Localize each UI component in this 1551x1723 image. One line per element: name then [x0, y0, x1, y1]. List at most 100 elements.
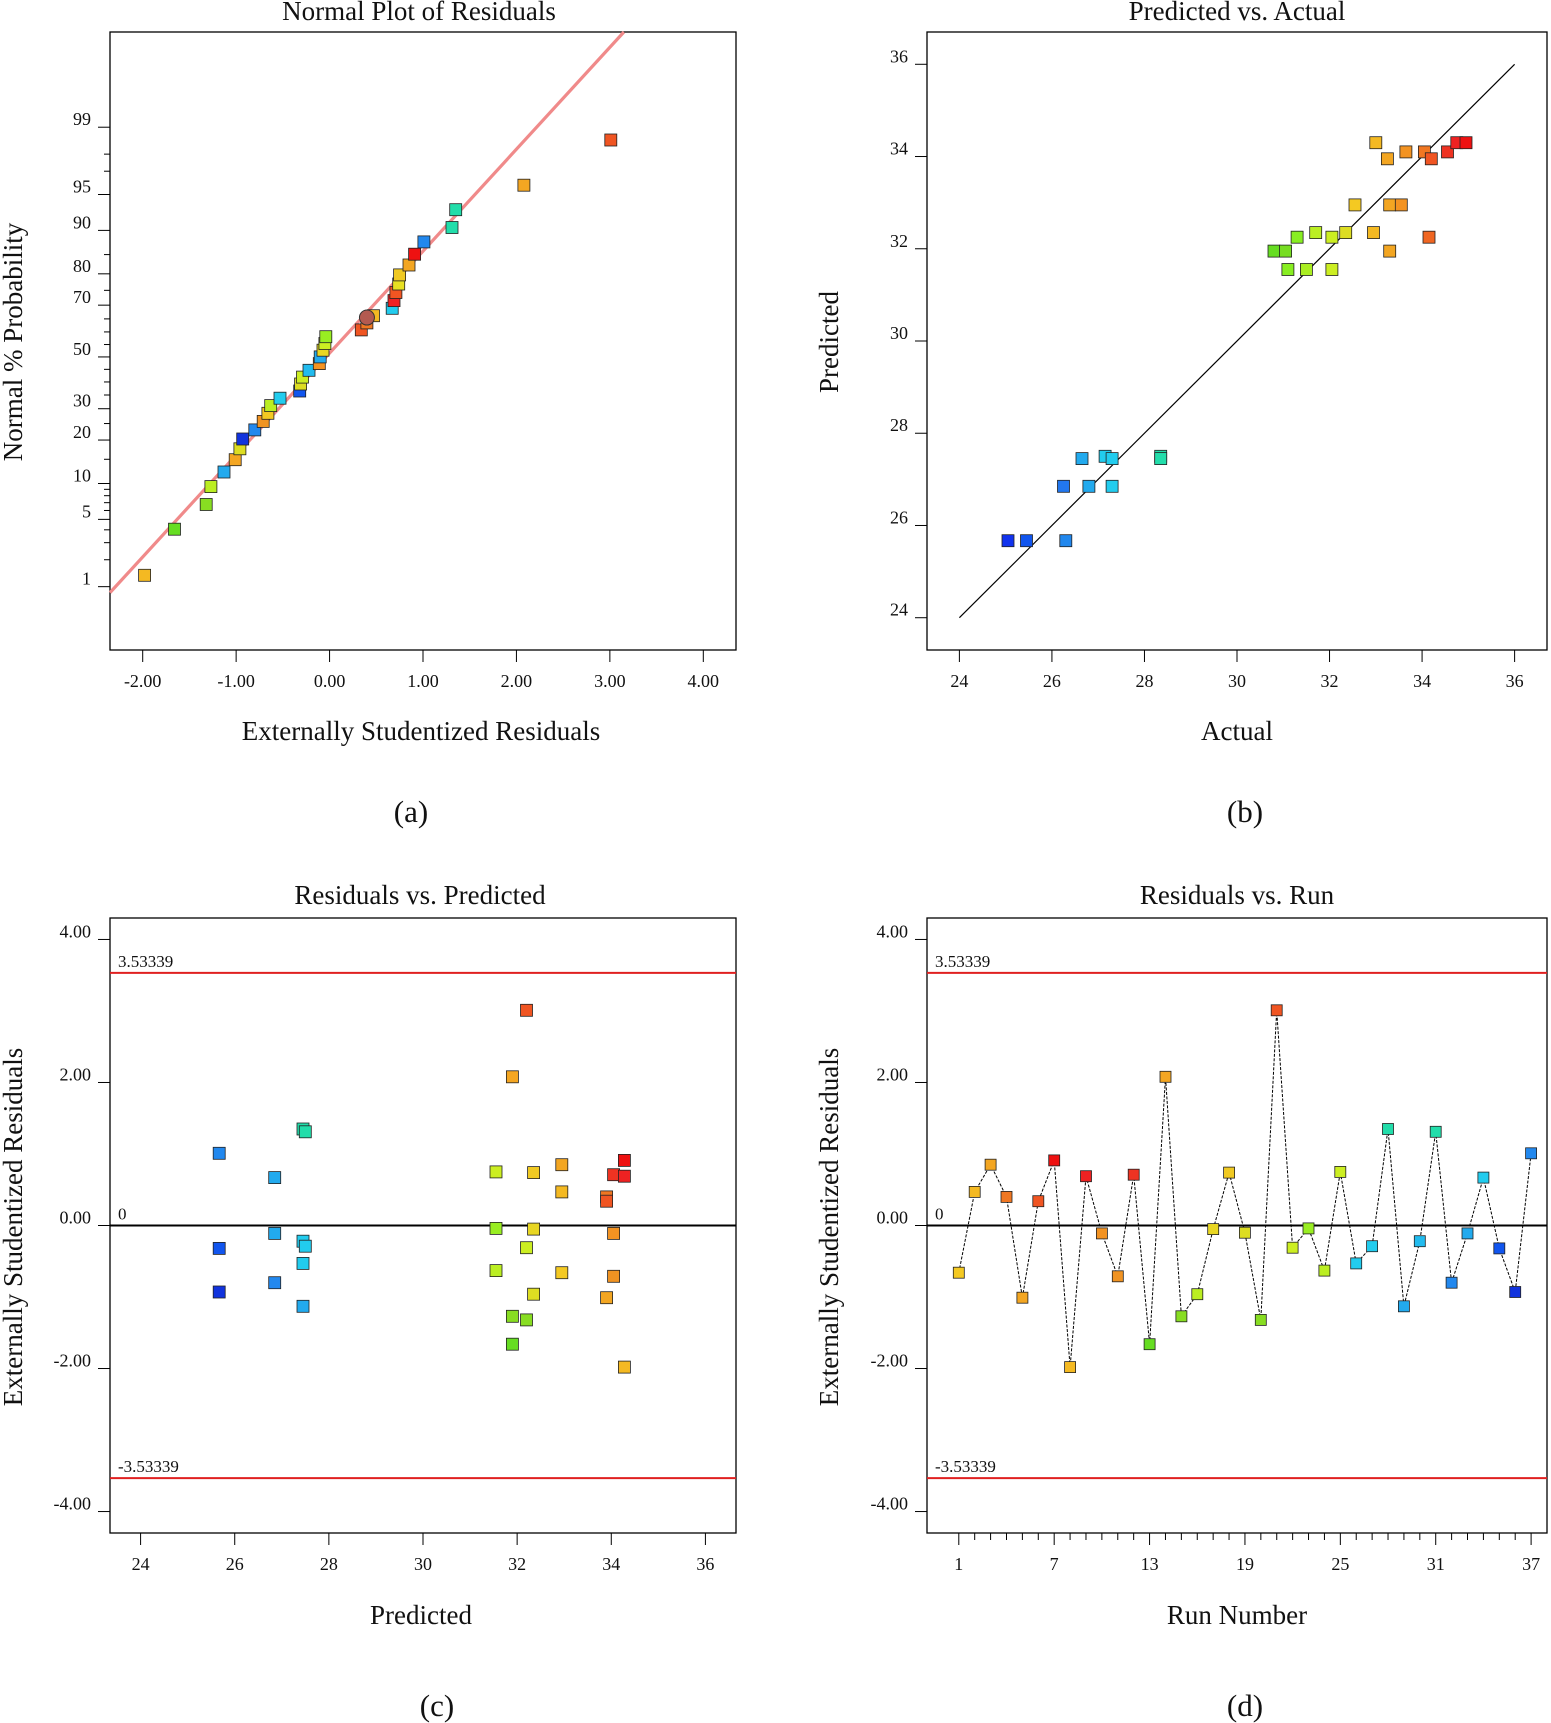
panel-c-point	[555, 1158, 569, 1172]
panel-c-point	[618, 1154, 631, 1167]
panel-d-xtick-label: 13	[1141, 1554, 1159, 1574]
panel-d-point	[1207, 1223, 1220, 1235]
panel-c-ytick-label: 2.00	[60, 1064, 92, 1084]
panel-d-point	[1334, 1166, 1347, 1178]
panel-c-point	[212, 1285, 226, 1299]
panel-b-point	[1075, 452, 1089, 466]
panel-d-point	[1270, 1004, 1283, 1017]
panel-d: Residuals vs. Run 1 7 13 19 25 31 37 -4.00 -2.00…	[814, 880, 1548, 1723]
panel-b-title: Predicted vs. Actual	[1129, 0, 1346, 26]
panel-b-ytick-label: 26	[890, 507, 908, 527]
panel-b-point	[1279, 244, 1292, 258]
panel-b-ytick-label: 34	[890, 139, 908, 159]
panel-b-point	[1300, 263, 1313, 276]
panel-d-point	[1000, 1191, 1013, 1203]
panel-b-point	[1459, 136, 1473, 150]
panel-a-ytick-label: 5	[82, 501, 91, 521]
panel-a-ylabel: Normal % Probability	[0, 222, 28, 461]
panel-a-xtick-label: -2.00	[124, 671, 162, 691]
panel-b-point	[1105, 479, 1119, 493]
panel-c-point	[212, 1242, 226, 1255]
panel-a-point	[199, 498, 213, 511]
panel-b-point	[1082, 479, 1096, 493]
panel-d-point	[1111, 1270, 1124, 1283]
panel-c-point	[618, 1360, 631, 1374]
panel-c-ref-label: -3.53339	[118, 1457, 179, 1476]
panel-d-point	[1064, 1361, 1076, 1373]
panel-c-point	[505, 1309, 519, 1323]
panel-c-xtick-label: 30	[414, 1554, 432, 1574]
panel-d-point	[1413, 1235, 1426, 1248]
panel-a-title: Normal Plot of Residuals	[282, 0, 556, 26]
panel-c-point	[527, 1222, 540, 1236]
panel-d-series-line	[958, 1010, 1532, 1368]
panel-d-point	[1398, 1300, 1410, 1313]
panel-b-point	[1281, 263, 1295, 276]
panel-c-ytick-label: -4.00	[54, 1494, 92, 1514]
panel-d-point	[1350, 1257, 1363, 1270]
panel-c-ref-label: 3.53339	[118, 952, 173, 971]
panel-d-point	[952, 1266, 965, 1279]
panel-b-point	[1325, 263, 1339, 276]
panel-a-ytick-label: 99	[73, 109, 91, 129]
panel-a-point	[517, 178, 531, 192]
panel-d-point	[1461, 1227, 1474, 1240]
panel-c-point	[489, 1165, 503, 1179]
panel-c-point	[555, 1185, 569, 1199]
panel-d-point	[1445, 1276, 1458, 1289]
panel-a-point	[417, 235, 431, 249]
panel-b-point	[1348, 198, 1362, 212]
panel-d-ytick-label: -4.00	[871, 1494, 909, 1514]
panel-c-point	[600, 1291, 613, 1305]
panel-c-point	[527, 1166, 540, 1179]
panel-c-ylabel: Externally Studentized Residuals	[0, 1048, 28, 1406]
panel-b-plot-area: 24 26 28 30 32 34 36 24 26 28 30 32 34 36	[890, 31, 1548, 691]
panel-d-point	[984, 1158, 997, 1171]
panel-c-point	[268, 1171, 282, 1184]
panel-c-point	[527, 1287, 540, 1301]
panel-c-point	[607, 1168, 620, 1182]
panel-c-point	[296, 1299, 310, 1313]
panel-d-point	[1143, 1338, 1156, 1351]
panel-b-point	[1383, 244, 1397, 258]
panel-b-point	[1105, 452, 1119, 466]
panel-a-ytick-label: 70	[73, 287, 91, 307]
panel-b-xtick-label: 32	[1321, 671, 1339, 691]
panel-d-title: Residuals vs. Run	[1140, 880, 1335, 910]
panel-c-plot-area: 24 26 28 30 32 34 36 -4.00 -2.00 0.00 2.00 4.00 3.53…	[54, 917, 737, 1574]
panel-d-xtick-label: 25	[1331, 1554, 1349, 1574]
panel-a-point	[319, 330, 333, 344]
panel-b-ytick-label: 36	[890, 46, 908, 66]
panel-d-xtick-label: 19	[1236, 1554, 1254, 1574]
panel-b-label: (b)	[1227, 794, 1263, 829]
panel-c-xtick-label: 36	[696, 1554, 714, 1574]
panel-c-ref-label: 0	[118, 1205, 127, 1224]
panel-d-point	[1429, 1125, 1442, 1138]
panel-a-ytick-label: 1	[82, 569, 91, 589]
panel-b-point	[1339, 226, 1353, 240]
panel-b-point	[1267, 244, 1281, 258]
panel-c-xtick-label: 28	[320, 1554, 338, 1574]
panel-b-point	[1290, 230, 1304, 244]
panel-b-xtick-label: 30	[1228, 671, 1246, 691]
panel-b-xlabel: Actual	[1201, 716, 1273, 746]
panel-a-ytick-label: 95	[73, 177, 91, 197]
panel-b-ytick-label: 28	[890, 415, 908, 435]
panel-b-ytick-label: 24	[890, 600, 908, 620]
panel-b-point	[1367, 226, 1380, 240]
panel-c-point	[607, 1269, 620, 1283]
panel-c-xtick-label: 26	[226, 1554, 244, 1574]
panel-b-ytick-label: 30	[890, 323, 908, 343]
panel-b-ytick-label: 32	[890, 231, 908, 251]
panel-c-point	[600, 1194, 613, 1208]
panel-b-point	[1394, 198, 1408, 212]
panel-c-point	[520, 1003, 533, 1017]
panel-b-xtick-label: 24	[950, 671, 968, 691]
panel-c-ytick-label: 4.00	[60, 921, 92, 941]
panel-c-point	[520, 1241, 533, 1255]
panel-b-point	[1369, 136, 1383, 150]
panel-b-point	[1309, 226, 1323, 240]
panel-d-point	[1477, 1171, 1490, 1184]
panel-d-point	[1159, 1070, 1172, 1083]
